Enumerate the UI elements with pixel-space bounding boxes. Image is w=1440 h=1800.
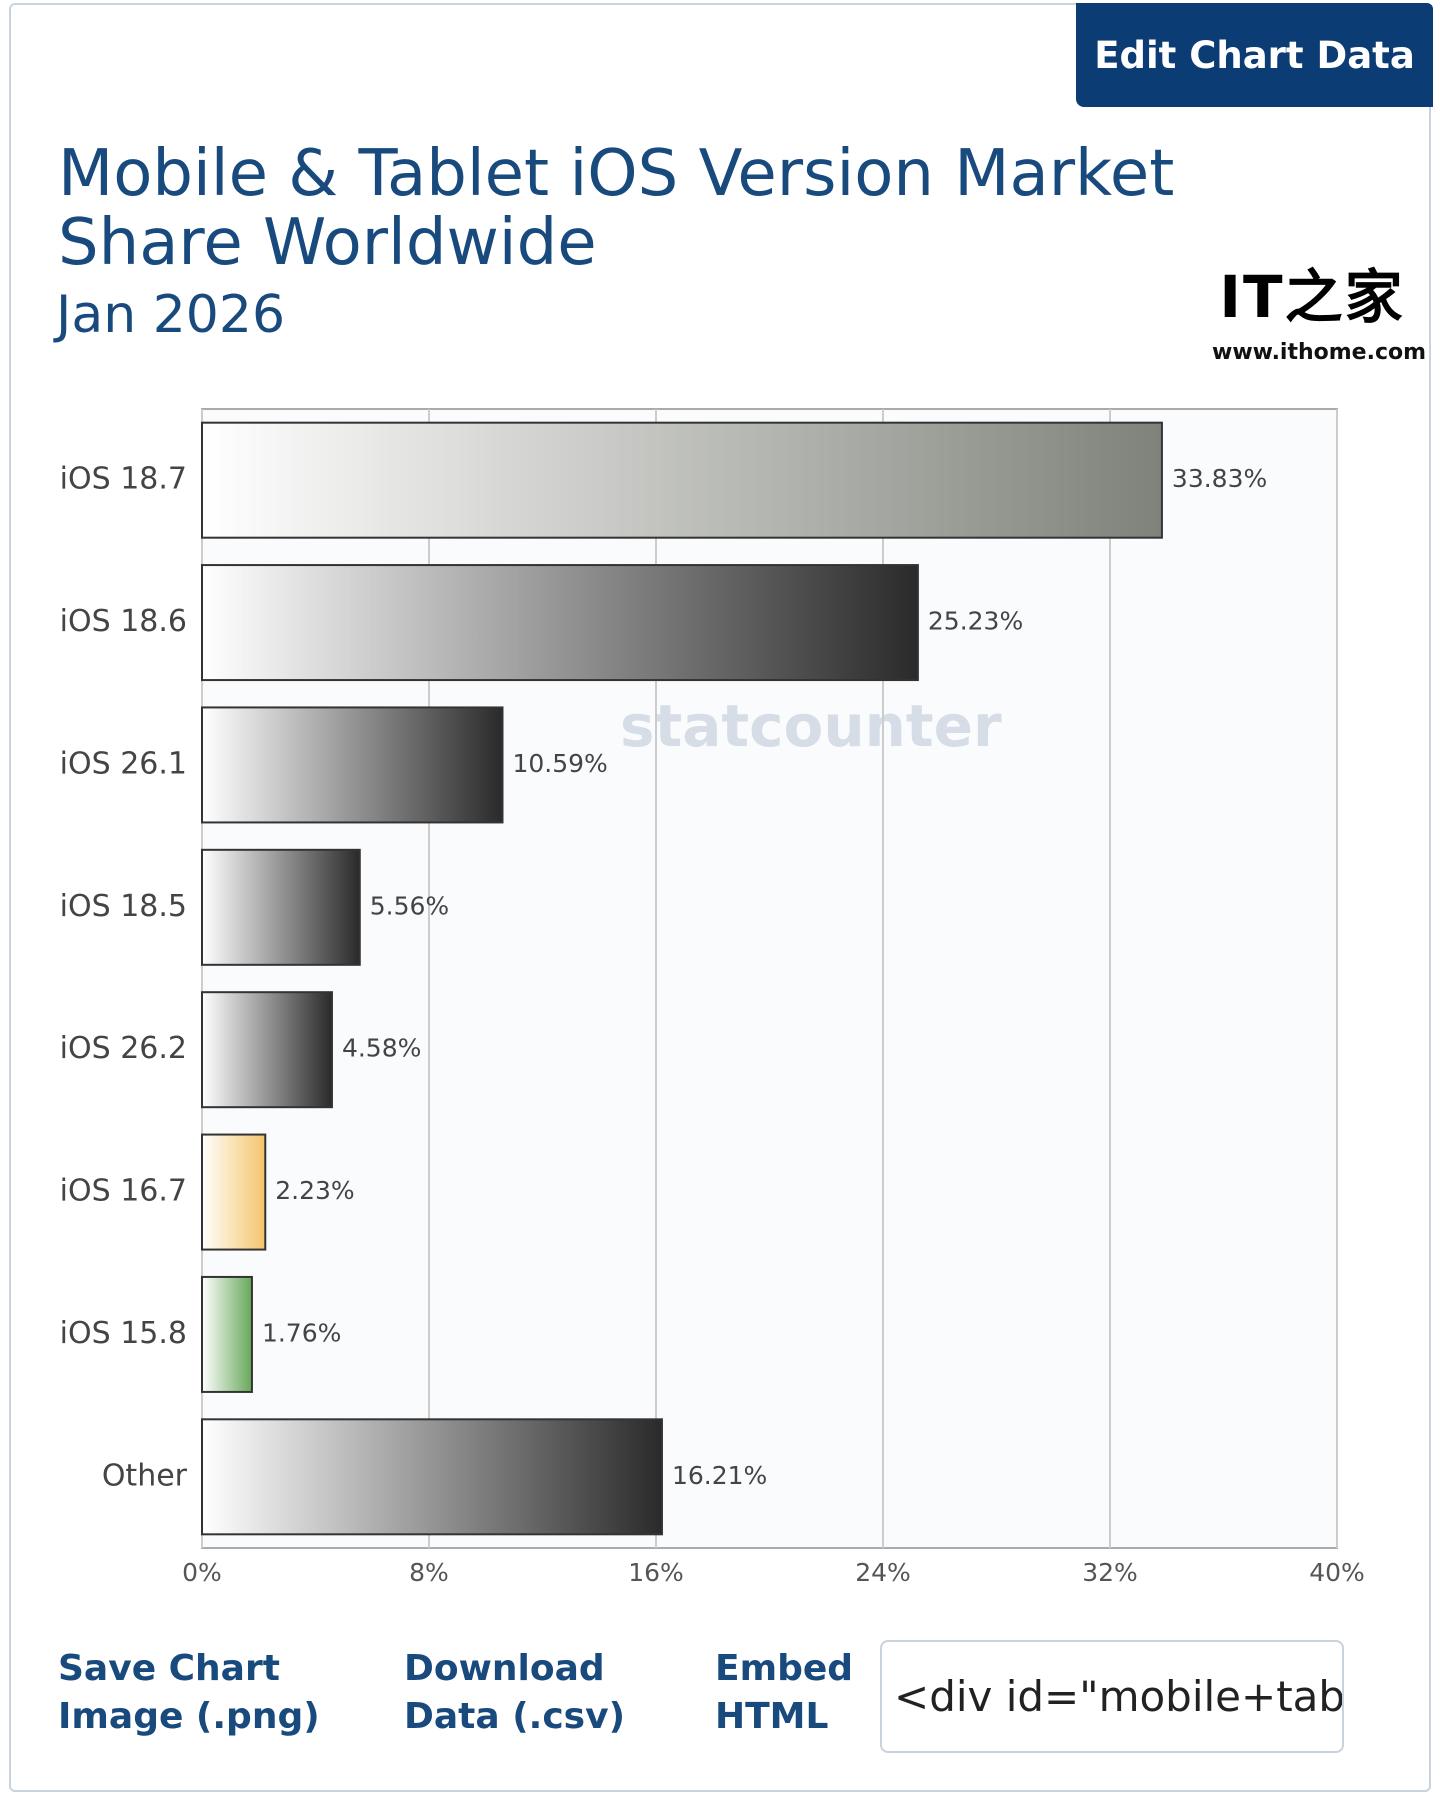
embed-code-box[interactable]: <div id="mobile+tablet-i [880,1640,1344,1753]
logo-url: www.ithome.com [1212,340,1427,365]
edit-chart-data-button[interactable]: Edit Chart Data [1076,3,1433,107]
value-label: 2.23% [275,1176,354,1205]
frame [9,3,1431,1792]
y-tick-label: iOS 18.5 [60,889,187,924]
bar [201,564,919,682]
y-tick-label: iOS 15.8 [60,1316,187,1351]
value-label: 16.21% [672,1461,767,1490]
x-tick-label: 0% [182,1558,222,1587]
value-label: 4.58% [342,1034,421,1063]
value-label: 5.56% [370,891,449,920]
x-tick-label: 40% [1309,1558,1365,1587]
embed-html-label[interactable]: Embed HTML [715,1648,854,1737]
y-tick-label: Other [102,1458,188,1493]
bar [201,848,361,966]
value-label: 33.83% [1172,464,1267,493]
y-tick-label: iOS 26.2 [60,1031,187,1066]
y-tick-label: iOS 18.7 [60,462,187,497]
x-tick-label: 16% [628,1558,684,1587]
chart-subtitle: Jan 2026 [56,285,286,345]
value-label: 10.59% [512,749,607,778]
logo-text: IT之家 [1219,263,1405,331]
y-tick-label: iOS 26.1 [60,746,187,781]
bar [201,421,1163,539]
save-image-link[interactable]: Save Chart Image (.png) [58,1648,320,1737]
bar [201,991,333,1109]
bar [201,706,504,824]
value-label: 25.23% [928,607,1023,636]
bar [201,1133,267,1251]
x-tick-label: 24% [855,1558,911,1587]
bar [201,1418,663,1536]
y-tick-label: iOS 16.7 [60,1174,187,1209]
watermark: statcounter [620,692,1002,760]
bar [201,1275,253,1393]
x-tick-label: 32% [1082,1558,1138,1587]
chart-title: Mobile & Tablet iOS Version Market Share… [58,137,1175,280]
y-tick-label: iOS 18.6 [60,604,187,639]
x-tick-label: 8% [409,1558,449,1587]
download-data-link[interactable]: Download Data (.csv) [404,1648,626,1737]
logo: IT之家 www.ithome.com [1212,250,1427,365]
value-label: 1.76% [262,1318,341,1347]
